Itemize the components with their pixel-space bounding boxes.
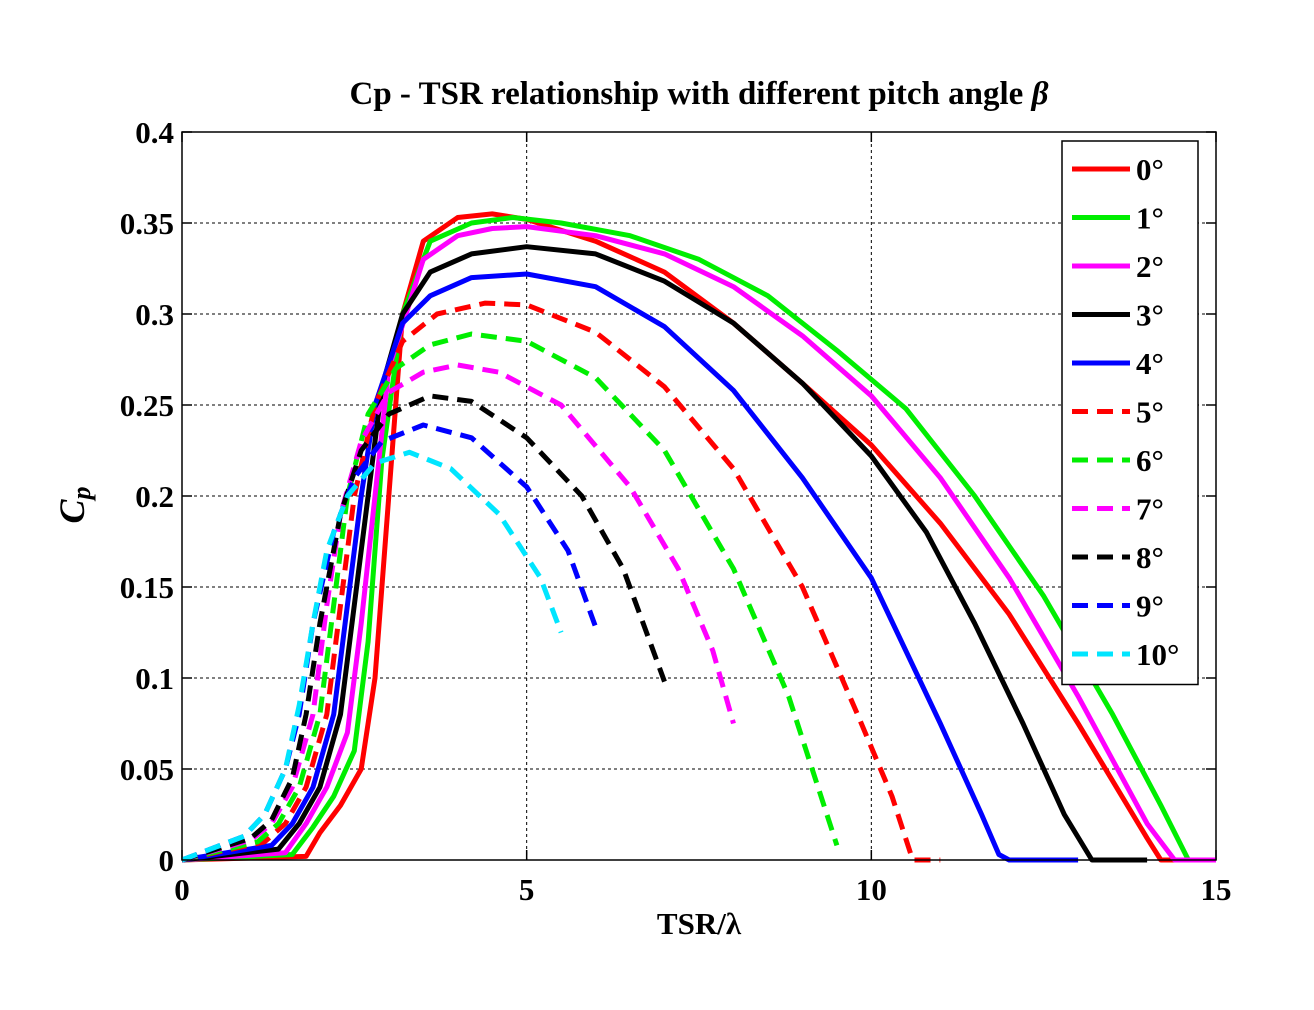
x-axis-label: TSR/λ bbox=[656, 906, 742, 941]
legend-label-3: 3° bbox=[1136, 298, 1164, 333]
chart-title: Cp - TSR relationship with different pit… bbox=[182, 76, 1216, 113]
y-axis-label: Cp bbox=[51, 486, 97, 523]
legend-label-9: 9° bbox=[1136, 589, 1164, 624]
chart-title-symbol: β bbox=[1031, 76, 1049, 112]
legend-label-10: 10° bbox=[1136, 637, 1179, 672]
series-line-6 bbox=[181, 331, 840, 863]
legend-label-4: 4° bbox=[1136, 346, 1164, 381]
y-tick-label-2: 0.1 bbox=[135, 661, 174, 696]
series-line-8 bbox=[181, 393, 667, 863]
legend-label-7: 7° bbox=[1136, 492, 1164, 527]
series-line-5 bbox=[181, 300, 941, 863]
legend-label-1: 1° bbox=[1136, 201, 1164, 236]
x-tick-label-3: 15 bbox=[1201, 872, 1232, 907]
legend-label-5: 5° bbox=[1136, 395, 1164, 430]
y-tick-label-7: 0.35 bbox=[120, 206, 174, 241]
series-line-10 bbox=[181, 449, 564, 863]
y-tick-label-5: 0.25 bbox=[120, 388, 174, 423]
series-line-3 bbox=[181, 244, 1148, 863]
y-tick-label-8: 0.4 bbox=[135, 115, 174, 150]
series-line-2 bbox=[181, 224, 1216, 863]
x-tick-label-0: 0 bbox=[174, 872, 190, 907]
y-axis-label-main: C bbox=[52, 499, 92, 524]
y-tick-label-6: 0.3 bbox=[135, 297, 174, 332]
y-tick-label-1: 0.05 bbox=[120, 752, 174, 787]
y-axis-label-sub: p bbox=[67, 486, 96, 500]
series-line-4 bbox=[181, 271, 1079, 863]
x-tick-label-1: 5 bbox=[519, 872, 535, 907]
legend-label-2: 2° bbox=[1136, 249, 1164, 284]
chart-title-text: Cp - TSR relationship with different pit… bbox=[349, 76, 1024, 112]
legend-label-0: 0° bbox=[1136, 152, 1164, 187]
y-tick-label-0: 0 bbox=[159, 843, 175, 878]
legend-label-6: 6° bbox=[1136, 443, 1164, 478]
legend-label-8: 8° bbox=[1136, 540, 1164, 575]
axes-frame bbox=[181, 131, 1217, 861]
y-tick-label-4: 0.2 bbox=[135, 479, 174, 514]
series-line-7 bbox=[181, 362, 736, 863]
x-tick-label-2: 10 bbox=[856, 872, 887, 907]
y-tick-label-3: 0.15 bbox=[120, 570, 174, 605]
